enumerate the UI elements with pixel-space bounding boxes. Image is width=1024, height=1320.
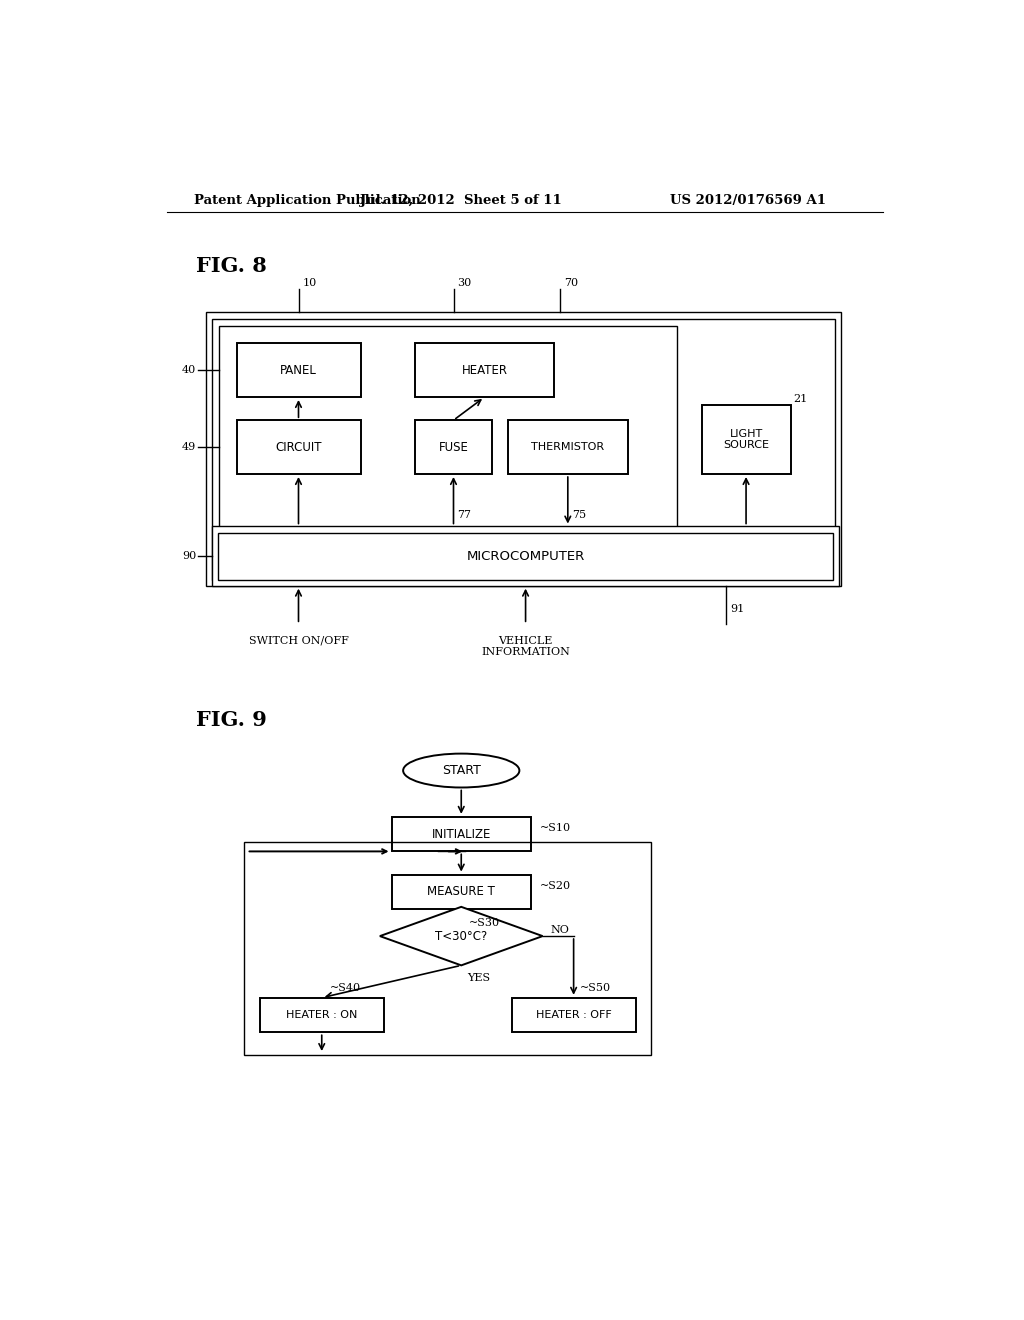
Text: 10: 10: [302, 279, 316, 288]
Text: Jul. 12, 2012  Sheet 5 of 11: Jul. 12, 2012 Sheet 5 of 11: [360, 194, 562, 207]
Bar: [219, 326, 677, 557]
Text: 75: 75: [571, 510, 586, 520]
Text: NO: NO: [550, 925, 569, 935]
Bar: [260, 998, 384, 1032]
Text: THERMISTOR: THERMISTOR: [531, 442, 604, 453]
Text: HEATER: HEATER: [462, 363, 508, 376]
Text: T<30°C?: T<30°C?: [435, 929, 487, 942]
Text: MEASURE T: MEASURE T: [427, 886, 496, 899]
Text: PANEL: PANEL: [280, 363, 317, 376]
Text: ~S20: ~S20: [541, 880, 571, 891]
Bar: [415, 420, 493, 474]
Text: FUSE: FUSE: [438, 441, 468, 454]
Text: VEHICLE
INFORMATION: VEHICLE INFORMATION: [481, 636, 570, 657]
Bar: [212, 318, 835, 579]
Bar: [206, 313, 841, 586]
Text: HEATER : OFF: HEATER : OFF: [536, 1010, 611, 1020]
Bar: [245, 842, 651, 1056]
Text: MICROCOMPUTER: MICROCOMPUTER: [467, 549, 585, 562]
Text: 77: 77: [458, 510, 471, 520]
Text: 91: 91: [730, 603, 744, 614]
Text: 40: 40: [182, 366, 197, 375]
Bar: [701, 405, 791, 474]
Text: LIGHT
SOURCE: LIGHT SOURCE: [723, 429, 769, 450]
Bar: [237, 343, 360, 397]
Text: 30: 30: [458, 279, 472, 288]
Text: HEATER : ON: HEATER : ON: [286, 1010, 357, 1020]
Bar: [391, 874, 531, 909]
Text: US 2012/0176569 A1: US 2012/0176569 A1: [670, 194, 825, 207]
Text: 21: 21: [793, 393, 807, 404]
Text: YES: YES: [467, 973, 490, 983]
Text: SWITCH ON/OFF: SWITCH ON/OFF: [249, 636, 348, 645]
Text: FIG. 8: FIG. 8: [197, 256, 267, 276]
Bar: [415, 343, 554, 397]
Bar: [218, 533, 834, 579]
Bar: [508, 420, 628, 474]
Text: START: START: [441, 764, 480, 777]
Bar: [512, 998, 636, 1032]
Text: 49: 49: [182, 442, 197, 453]
Bar: [391, 817, 531, 851]
Text: 70: 70: [564, 279, 579, 288]
Text: ~S50: ~S50: [580, 983, 611, 994]
Polygon shape: [380, 907, 543, 965]
Text: ~S10: ~S10: [541, 822, 571, 833]
Text: CIRCUIT: CIRCUIT: [275, 441, 322, 454]
Bar: [212, 527, 840, 586]
Bar: [237, 420, 360, 474]
Text: FIG. 9: FIG. 9: [197, 710, 267, 730]
Text: Patent Application Publication: Patent Application Publication: [194, 194, 421, 207]
Ellipse shape: [403, 754, 519, 788]
Text: ~S30: ~S30: [469, 917, 500, 928]
Text: ~S40: ~S40: [330, 983, 360, 994]
Text: 90: 90: [182, 552, 197, 561]
Text: INITIALIZE: INITIALIZE: [431, 828, 490, 841]
